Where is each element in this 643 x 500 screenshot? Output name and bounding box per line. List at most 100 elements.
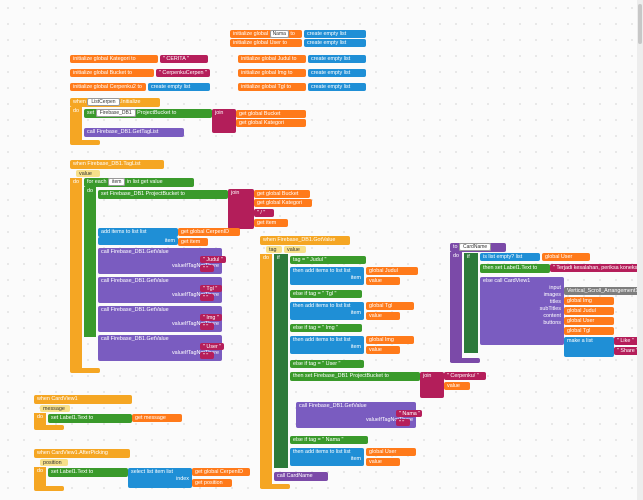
get-global-user[interactable]: global User (366, 448, 416, 456)
get-message[interactable]: get message (132, 414, 182, 422)
string-user[interactable]: " User " (200, 343, 224, 350)
set-label-text[interactable]: then set Label1.Text to (480, 264, 550, 273)
join-block[interactable]: join (228, 189, 254, 229)
get-value[interactable]: value (444, 382, 470, 390)
set-label-text[interactable]: set Label1.Text to (48, 414, 132, 423)
for-each-block[interactable]: for each item in list get value (84, 178, 194, 187)
add-items-nama[interactable]: then add items to list list item (290, 448, 364, 466)
string-like[interactable]: " Like " (614, 337, 640, 345)
select-list-item[interactable]: select list item list index (128, 468, 192, 488)
string-empty[interactable]: " " (200, 352, 214, 359)
global-init-block[interactable]: initialize global Nama to (230, 30, 302, 38)
global-init-block[interactable]: initialize global Cerpenku2 to (70, 83, 146, 91)
global-init-block[interactable]: initialize global User to (230, 39, 302, 47)
call-cardview-type1[interactable]: else call CardView1 input images titles … (480, 277, 564, 345)
get-global-bucket[interactable]: get global Bucket (254, 190, 310, 198)
create-empty-list-block[interactable]: create empty list (308, 69, 366, 77)
call-get-tag-list[interactable]: call Firebase_DB1.GetTagList (84, 128, 184, 137)
component-dropdown[interactable]: ListCerpen (87, 98, 120, 106)
get-global-tgl[interactable]: global Tgl (366, 302, 414, 310)
add-items-tgl[interactable]: then add items to list list item (290, 302, 364, 320)
param-value[interactable]: value (284, 246, 306, 253)
get-item[interactable]: get item (254, 219, 288, 227)
create-empty-list-block[interactable]: create empty list (308, 55, 366, 63)
join-block[interactable]: join (212, 109, 236, 133)
get-global-cerpenid[interactable]: get global CerpenID (178, 228, 240, 236)
set-bucket-block[interactable]: set Firebase_DB1 ProjectBucket to (98, 190, 228, 199)
set-bucket-block[interactable]: then set Firebase_DB1 ProjectBucket to (290, 372, 420, 381)
compare-tag-nama[interactable]: else if tag = " Nama " (290, 436, 368, 444)
procedure-name-field[interactable]: CardName (459, 243, 492, 251)
vertical-scrollbar[interactable] (637, 0, 643, 500)
create-empty-list-block[interactable]: create empty list (304, 39, 366, 47)
get-value[interactable]: value (366, 312, 400, 320)
join-block[interactable]: join (420, 372, 444, 398)
is-list-empty-block[interactable]: is list empty? list (480, 253, 540, 261)
compare-tag-tgl[interactable]: else if tag = " Tgl " (290, 290, 362, 298)
get-global-user[interactable]: global User (542, 253, 590, 261)
event-header[interactable]: when Firebase_DB1.TagList (70, 160, 164, 169)
param-value[interactable]: value (76, 170, 100, 177)
add-items-judul[interactable]: then add items to list list item (290, 267, 364, 285)
compare-tag-judul[interactable]: tag = " Judul " (290, 256, 366, 264)
get-value[interactable]: value (366, 458, 400, 466)
get-item[interactable]: get item (178, 238, 208, 246)
get-global-user[interactable]: global User (564, 317, 614, 325)
string-slash[interactable]: " / " (254, 209, 274, 217)
string-block[interactable]: " CerpenkuCerpen " (156, 69, 210, 77)
get-global-judul[interactable]: global Judul (366, 267, 418, 275)
string-img[interactable]: " Img " (200, 314, 222, 321)
get-global-judul[interactable]: global Judul (564, 307, 614, 315)
string-empty[interactable]: " " (200, 294, 214, 301)
compare-tag-img[interactable]: else if tag = " Img " (290, 324, 362, 332)
create-empty-list-block[interactable]: create empty list (304, 30, 366, 38)
get-global-cerpenid[interactable]: get global CerpenID (192, 468, 250, 476)
make-a-list-block[interactable]: make a list (564, 337, 614, 357)
string-cerpenku[interactable]: " Cerpenku/ " (444, 372, 486, 380)
procedure-header[interactable]: to CardName (450, 243, 506, 252)
event-body-rail: do (70, 178, 82, 370)
get-global-img[interactable]: global Img (366, 336, 414, 344)
get-global-kategori[interactable]: get global Kategori (254, 199, 312, 207)
global-init-block[interactable]: initialize global Tgl to (238, 83, 306, 91)
event-header[interactable]: when ListCerpen .Initialize (70, 98, 160, 107)
event-footer (34, 486, 64, 491)
get-global-bucket[interactable]: get global Bucket (236, 110, 306, 118)
string-judul[interactable]: " Judul " (200, 256, 226, 263)
string-empty[interactable]: " " (396, 419, 410, 426)
add-items-img[interactable]: then add items to list list item (290, 336, 364, 354)
global-init-block[interactable]: initialize global Kategori to (70, 55, 158, 63)
set-label-text[interactable]: set Label1.Text to (48, 468, 128, 477)
string-error-message[interactable]: " Terjadi kesalahan, periksa koneksi (550, 264, 643, 272)
string-nama[interactable]: " Nama " (396, 410, 422, 417)
string-empty[interactable]: " " (200, 265, 214, 272)
event-header[interactable]: when Firebase_DB1.GotValue (260, 236, 350, 245)
set-bucket-block[interactable]: set Firebase_DB1 ProjectBucket to (84, 109, 212, 118)
string-tgl[interactable]: " Tgl " (200, 285, 222, 292)
param-message[interactable]: message (40, 405, 70, 412)
var-name-field[interactable]: Nama (269, 30, 289, 38)
create-empty-list-block[interactable]: create empty list (148, 83, 210, 91)
global-init-block[interactable]: initialize global Judul to (238, 55, 306, 63)
string-block[interactable]: " CERITA " (160, 55, 208, 63)
call-cardname[interactable]: call CardName (274, 472, 328, 481)
create-empty-list-block[interactable]: create empty list (308, 83, 366, 91)
global-init-block[interactable]: initialize global Bucket to (70, 69, 154, 77)
param-tag[interactable]: tag (266, 246, 282, 253)
scrollbar-thumb[interactable] (638, 4, 642, 44)
param-position[interactable]: position (40, 459, 68, 466)
compare-tag-user[interactable]: else if tag = " User " (290, 360, 364, 368)
get-value[interactable]: value (366, 277, 400, 285)
add-items-to-list[interactable]: add items to list list (98, 228, 178, 237)
event-header[interactable]: when CardView1 (34, 395, 132, 404)
get-position[interactable]: get position (192, 479, 232, 487)
component-arrangement[interactable]: Vertical_Scroll_Arrangement1 (564, 287, 643, 295)
string-empty[interactable]: " " (200, 323, 214, 330)
get-global-img[interactable]: global Img (564, 297, 614, 305)
global-init-block[interactable]: initialize global Img to (238, 69, 306, 77)
get-value[interactable]: value (366, 346, 400, 354)
get-global-tgl[interactable]: global Tgl (564, 327, 614, 335)
get-global-kategori[interactable]: get global Kategori (236, 119, 306, 127)
event-header[interactable]: when CardView1.AfterPicking (34, 449, 130, 458)
